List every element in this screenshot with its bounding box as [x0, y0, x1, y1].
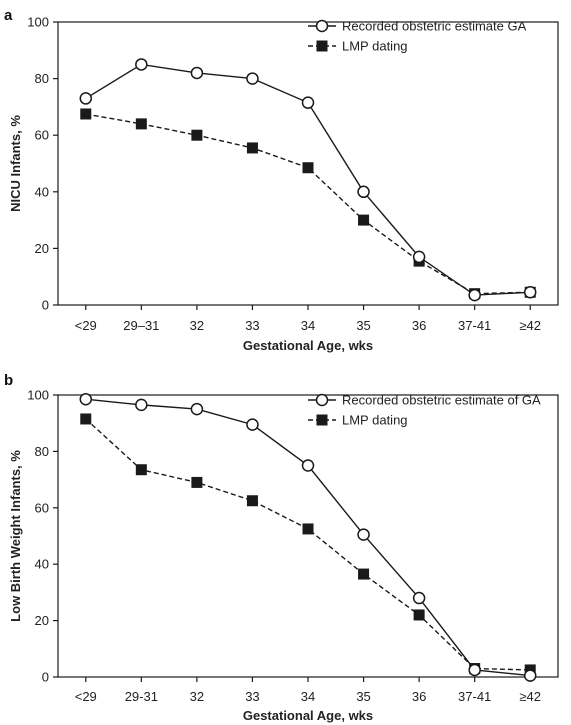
chart-panel-a: a 0 20 40 60 80 100 <29 29–31 32 33 34 35 36 37-41 ≥42 G… — [4, 7, 559, 353]
data-point-obstetric — [412, 591, 426, 605]
y-axis-title: NICU Infants, % — [8, 115, 23, 212]
data-point-lmp — [413, 609, 425, 621]
data-point-obstetric — [301, 459, 315, 472]
data-point-obstetric — [468, 663, 481, 677]
y-tick-label: 0 — [42, 670, 49, 685]
x-tick-label: 35 — [356, 318, 370, 333]
series-line-lmp-dating — [85, 113, 531, 295]
data-point-obstetric — [523, 669, 537, 682]
x-tick-label: 35 — [356, 689, 370, 704]
legend-label: LMP dating — [342, 39, 408, 54]
y-tick-label: 40 — [35, 557, 49, 572]
y-tick-label: 80 — [35, 71, 49, 86]
x-tick-label: 29–31 — [123, 318, 159, 333]
data-point-lmp — [302, 162, 314, 174]
legend-marker — [316, 40, 328, 52]
x-tick-label: 34 — [301, 689, 315, 704]
data-point-lmp — [358, 568, 370, 580]
y-tick-label: 60 — [35, 128, 49, 143]
data-point-obstetric — [190, 66, 204, 80]
y-tick-label: 100 — [27, 15, 49, 30]
x-tick-label: 29-31 — [125, 689, 158, 704]
data-point-lmp — [135, 118, 147, 130]
data-point-lmp — [358, 214, 370, 226]
data-point-obstetric — [135, 58, 148, 71]
x-tick-label: ≥42 — [519, 318, 541, 333]
data-point-obstetric — [357, 528, 370, 541]
data-point-obstetric — [357, 185, 370, 199]
x-tick-label: 37-41 — [458, 689, 491, 704]
x-tick-label: 33 — [245, 689, 259, 704]
data-point-lmp — [80, 413, 92, 425]
data-point-obstetric — [301, 96, 315, 109]
x-tick-label: 36 — [412, 318, 426, 333]
data-point-obstetric — [246, 72, 259, 85]
legend-marker — [316, 414, 328, 426]
data-point-obstetric — [412, 250, 426, 264]
panel-label: a — [4, 7, 13, 24]
legend-marker — [315, 393, 329, 407]
data-point-obstetric — [135, 398, 148, 412]
data-point-lmp — [246, 495, 258, 507]
x-tick-label: 34 — [301, 318, 315, 333]
data-point-lmp — [191, 476, 203, 488]
x-tick-label: 37-41 — [458, 318, 491, 333]
x-axis-title: Gestational Age, wks — [243, 708, 373, 723]
legend-label: LMP dating — [342, 413, 408, 428]
data-point-lmp — [80, 108, 92, 120]
y-axis-title: Low Birth Weight Infants, % — [8, 450, 23, 622]
y-tick-label: 20 — [35, 613, 49, 628]
x-tick-label: 32 — [190, 318, 204, 333]
data-point-obstetric — [190, 402, 204, 416]
legend-marker — [315, 19, 329, 33]
x-tick-label: 33 — [245, 318, 259, 333]
y-tick-label: 40 — [35, 184, 49, 199]
data-point-lmp — [302, 523, 314, 535]
y-tick-label: 80 — [35, 444, 49, 459]
data-point-lmp — [191, 129, 203, 141]
data-point-obstetric — [79, 392, 93, 406]
data-point-obstetric — [468, 288, 481, 302]
x-tick-label: ≥42 — [519, 689, 541, 704]
x-axis-title: Gestational Age, wks — [243, 338, 373, 353]
series-line-obstetric-estimate — [85, 398, 531, 677]
data-point-obstetric — [79, 92, 93, 105]
legend-label: Recorded obstetric estimate GA — [342, 19, 527, 34]
series-line-lmp-dating — [85, 418, 531, 671]
y-tick-label: 100 — [27, 388, 49, 403]
panel-label: b — [4, 372, 13, 389]
data-point-obstetric — [523, 286, 537, 299]
y-tick-label: 0 — [42, 298, 49, 313]
x-tick-label: <29 — [75, 689, 97, 704]
x-tick-label: 36 — [412, 689, 426, 704]
data-point-obstetric — [246, 418, 259, 431]
legend-label: Recorded obstetric estimate of GA — [342, 393, 541, 408]
chart-panel-b: b 0 20 40 60 80 100 <29 29-31 32 33 34 35 36 37-41 ≥42 G… — [4, 372, 559, 723]
y-tick-label: 20 — [35, 241, 49, 256]
data-point-lmp — [246, 142, 258, 154]
plot-frame — [57, 394, 559, 678]
x-tick-label: <29 — [75, 318, 97, 333]
y-tick-label: 60 — [35, 500, 49, 515]
data-point-lmp — [135, 464, 147, 476]
x-tick-label: 32 — [190, 689, 204, 704]
